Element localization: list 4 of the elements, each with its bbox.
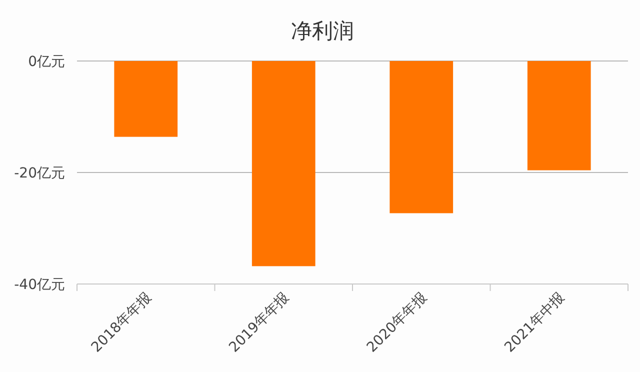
chart-title: 净利润 (291, 19, 354, 43)
y-tick-label: -40亿元 (14, 277, 65, 293)
y-tick-label: 0亿元 (28, 54, 65, 70)
y-tick-label: -20亿元 (14, 166, 65, 182)
